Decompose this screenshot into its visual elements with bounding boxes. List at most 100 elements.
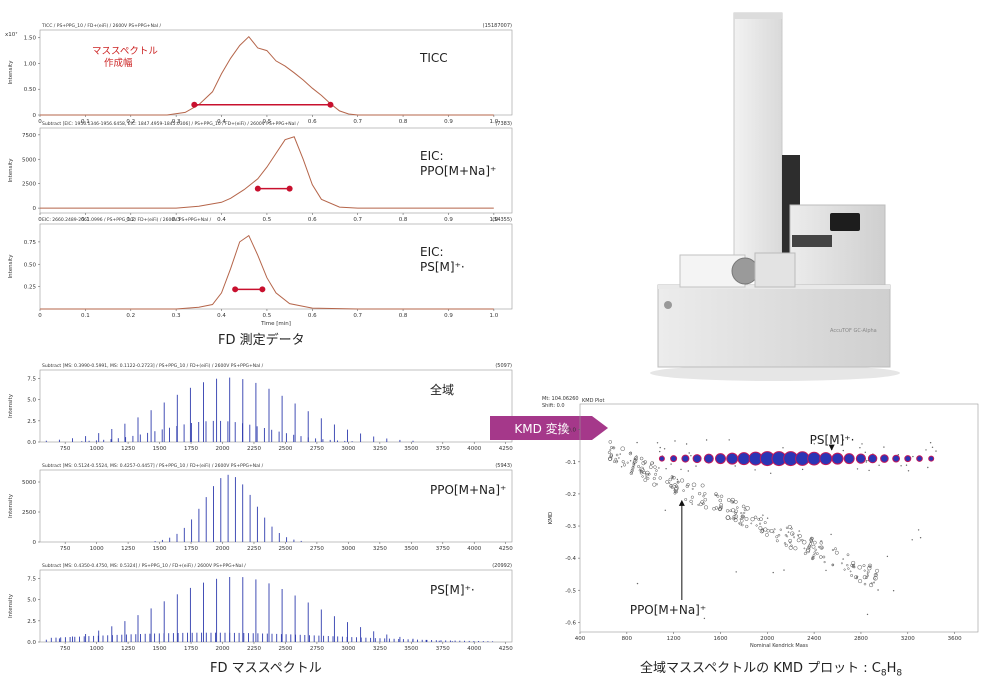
y-tick-label: 7.5 [27, 376, 36, 382]
x-tick-label: 2250 [247, 646, 261, 652]
kmd-point-ppo [648, 465, 653, 469]
panel-label: TICC [419, 51, 448, 65]
kmd-point-ppo [733, 518, 738, 523]
kmd-point-ppo [697, 491, 702, 496]
kmd-point-ppo [642, 471, 646, 475]
y-axis-label: Intensity [8, 60, 14, 85]
kmd-point-ppo [665, 480, 670, 484]
kmd-point-ppo [609, 453, 614, 457]
kmd-point-ppo [668, 477, 673, 482]
kmd-point-ppo [759, 517, 763, 522]
kmd-point-ppo [761, 528, 764, 531]
kmd-point-ppo [653, 465, 657, 469]
x-tick-label: 2000 [216, 446, 230, 452]
x-tick-label: 0.9 [444, 119, 453, 125]
kmd-point-ppo [672, 475, 676, 480]
kmd-point-ppo [857, 565, 862, 570]
kmd-point-ppo [673, 482, 677, 487]
y-axis-label: KMD [548, 512, 554, 525]
kmd-point-ps [715, 453, 726, 465]
kmd-point-ppo [803, 552, 807, 556]
x-tick-label: 800 [622, 636, 633, 642]
kmd-point-ppo [668, 482, 671, 484]
kmd-point-ppo [765, 533, 769, 537]
x-tick-label: 1250 [121, 446, 135, 452]
kmd-point-noise [931, 446, 934, 448]
range-marker-end [327, 101, 334, 108]
kmd-point-noise [665, 468, 667, 470]
kmd-point-noise [886, 555, 889, 558]
kmd-point-noise [629, 460, 632, 462]
x-tick-label: 1750 [184, 446, 198, 452]
plot-frame [39, 223, 513, 310]
kmd-point-ppo [691, 482, 697, 488]
kmd-point-ppo [783, 542, 787, 545]
kmd-point-noise [856, 468, 859, 470]
y-tick-label: 1.50 [24, 36, 37, 42]
kmd-point-ppo [787, 524, 792, 530]
x-tick-label: 1.0 [489, 119, 498, 125]
y-axis-label: Intensity [8, 158, 14, 183]
kmd-point-ps [795, 451, 810, 466]
kmd-point-ppo [612, 446, 616, 450]
x-tick-label: 2500 [278, 446, 292, 452]
kmd-point-ppo [703, 505, 709, 510]
kmd-point-ppo [853, 575, 858, 580]
kmd-point-ppo [831, 548, 834, 552]
panel-count: (54355) [492, 217, 512, 223]
kmd-point-ppo [640, 470, 643, 474]
y-tick-label: 0.25 [24, 285, 37, 291]
x-tick-label: 0.1 [81, 217, 90, 223]
kmd-point-noise [652, 462, 654, 464]
x-tick-label: 1.0 [489, 313, 498, 319]
chromatogram-panel: Subtract [EIC: 1956.1346-1956.6458, EIC:… [8, 121, 513, 223]
kmd-info-2: Shift: 0.0 [542, 403, 565, 409]
range-marker-start [232, 286, 239, 293]
x-tick-label: 750 [60, 446, 71, 452]
kmd-point-ppo [789, 541, 792, 544]
kmd-point-noise [685, 443, 688, 445]
kmd-caption-main: 全域マススペクトルの KMD プロット : C [640, 661, 881, 676]
kmd-point-ppo [615, 460, 618, 464]
panel-header: Subtract [MS: 0.5124-0.5524, MS: 0.4257-… [42, 463, 264, 469]
kmd-point-ppo [834, 547, 837, 551]
x-tick-label: 0.5 [263, 119, 272, 125]
kmd-point-ppo [758, 526, 763, 531]
y-axis-label: Intensity [8, 254, 14, 279]
x-tick-label: 2000 [216, 546, 230, 552]
kmd-caption-sub1: 8 [880, 668, 887, 679]
kmd-point-ppo [702, 502, 705, 505]
kmd-point-ppo [850, 574, 854, 577]
kmd-point-ppo [814, 548, 817, 551]
kmd-point-ppo [633, 463, 636, 465]
kmd-point-ps [880, 454, 889, 463]
kmd-point-noise [690, 455, 692, 457]
x-tick-label: 2000 [216, 646, 230, 652]
kmd-point-ppo [669, 484, 673, 488]
kmd-point-ppo [811, 556, 815, 559]
kmd-point-ppo [759, 522, 762, 525]
kmd-point-noise [919, 537, 922, 539]
x-tick-label: 0.4 [217, 119, 226, 125]
range-marker-start [191, 101, 198, 108]
kmd-point-ppo [787, 531, 790, 534]
kmd-point-ps [916, 455, 923, 462]
x-tick-label: 1200 [667, 636, 681, 642]
kmd-point-noise [691, 503, 693, 505]
kmd-point-ppo [637, 465, 641, 468]
y-tick-label: 5000 [22, 480, 36, 486]
x-axis-label: Nominal Kendrick Mass [750, 643, 808, 649]
kmd-point-ppo [874, 573, 877, 576]
x-tick-label: 1000 [90, 546, 104, 552]
y-tick-label: 0.0 [567, 428, 576, 434]
kmd-point-ppo [700, 483, 705, 488]
kmd-point-ppo [609, 454, 613, 458]
kmd-point-ppo [652, 482, 657, 487]
kmd-point-ppo [757, 517, 761, 521]
kmd-point-noise [695, 465, 697, 467]
panel-header: EIC: 2660.2489-2661.0996 / PS+PPG_10 / F… [42, 217, 212, 223]
kmd-point-ppo [673, 489, 676, 492]
y-tick-label: -0.6 [565, 620, 576, 626]
kmd-point-noise [663, 448, 666, 450]
